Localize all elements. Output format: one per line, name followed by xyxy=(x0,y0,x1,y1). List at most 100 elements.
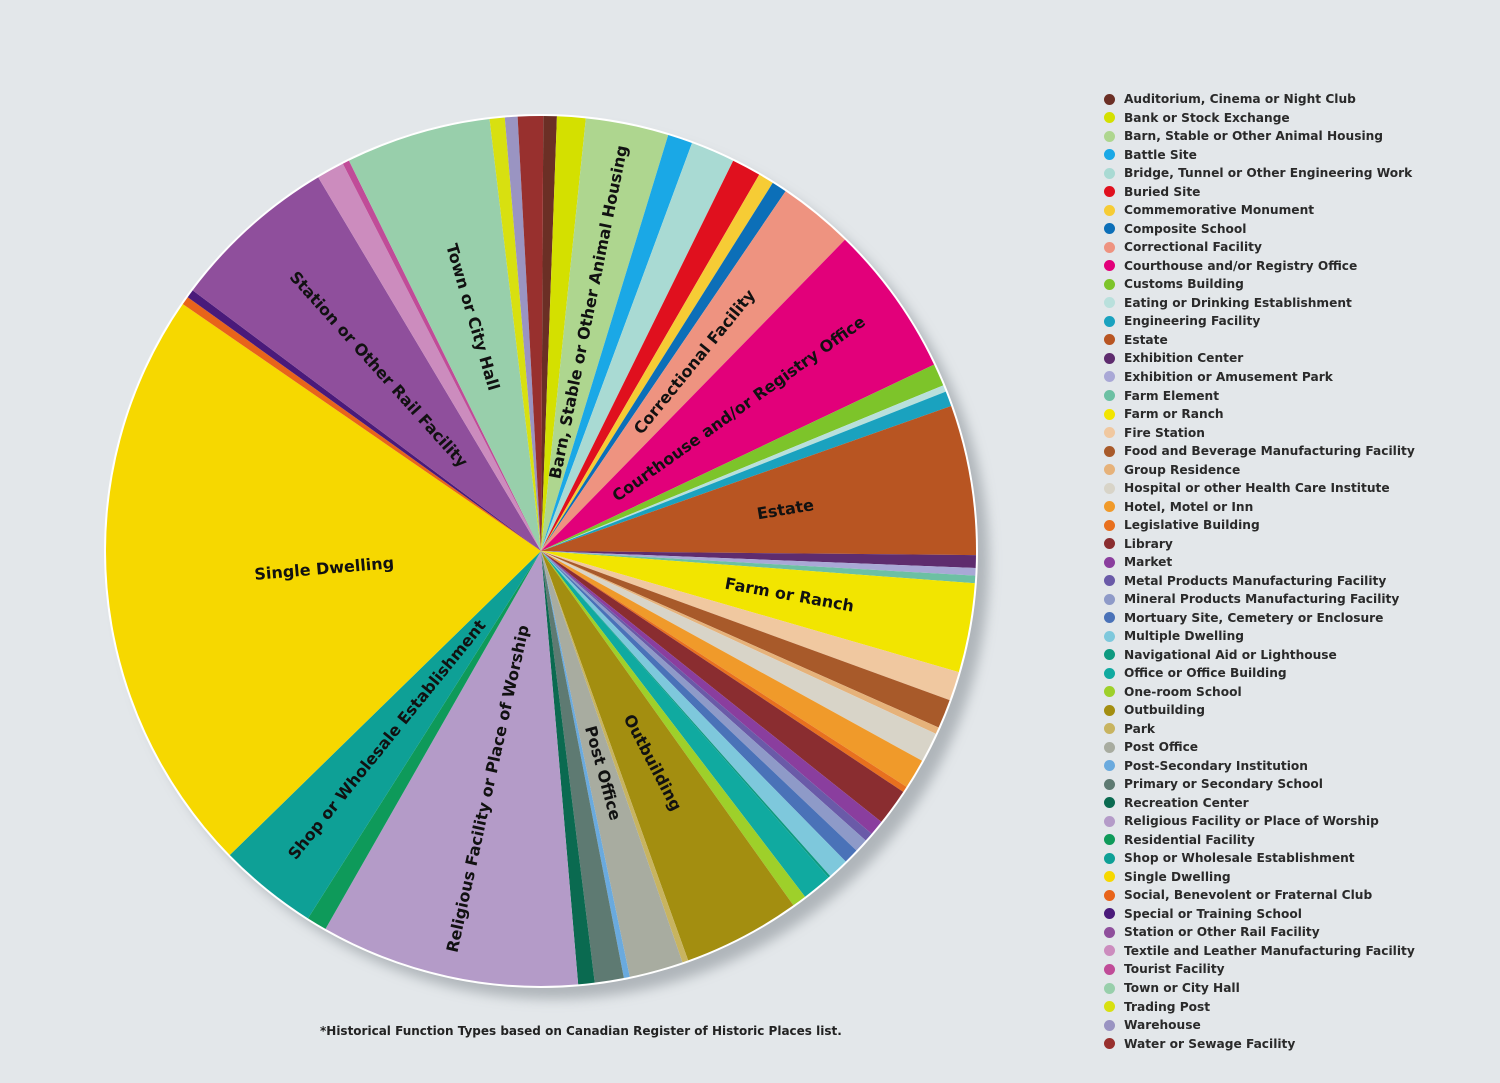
legend-label: Warehouse xyxy=(1124,1018,1201,1033)
legend-swatch xyxy=(1104,982,1115,994)
pie-slice-navigational-aid-or-lighthouse xyxy=(541,551,831,878)
legend-label: Barn, Stable or Other Animal Housing xyxy=(1124,129,1384,144)
legend-swatch xyxy=(1104,612,1115,624)
pie-slice-engineering-facility xyxy=(541,391,952,551)
legend-swatch xyxy=(1104,186,1115,198)
legend-item: Courthouse and/or Registry Office xyxy=(1104,257,1415,276)
legend-item: Library xyxy=(1104,534,1415,553)
pie-slice-park xyxy=(541,551,689,963)
pie-slice-social-benevolent-or-fraternal-club xyxy=(182,297,541,551)
legend-label: Textile and Leather Manufacturing Facili… xyxy=(1124,943,1415,958)
pie-slice-hospital-or-other-health-care-institute xyxy=(541,551,936,761)
legend-swatch xyxy=(1104,278,1115,290)
legend-item: Post-Secondary Institution xyxy=(1104,757,1415,776)
legend-swatch xyxy=(1104,760,1115,772)
legend-label: Navigational Aid or Lighthouse xyxy=(1124,647,1337,662)
legend-item: Correctional Facility xyxy=(1104,238,1415,257)
legend-label: Town or City Hall xyxy=(1124,981,1240,995)
legend-label: Composite School xyxy=(1124,221,1247,236)
legend-label: Bank or Stock Exchange xyxy=(1124,110,1290,125)
legend-swatch xyxy=(1104,834,1115,846)
legend-label: Single Dwelling xyxy=(1124,869,1231,884)
legend-label: Engineering Facility xyxy=(1124,314,1261,329)
legend-swatch xyxy=(1104,593,1115,605)
legend-label: Eating or Drinking Establishment xyxy=(1124,295,1352,310)
legend-item: Park xyxy=(1104,720,1415,739)
pie-slice-customs-building xyxy=(541,364,944,551)
legend-swatch xyxy=(1104,204,1115,216)
legend-swatch xyxy=(1104,427,1115,439)
legend-swatch xyxy=(1104,871,1115,883)
legend-item: Primary or Secondary School xyxy=(1104,775,1415,794)
legend-swatch xyxy=(1104,112,1115,124)
legend-swatch xyxy=(1104,371,1115,383)
legend-item: Multiple Dwelling xyxy=(1104,627,1415,646)
pie-slice-market xyxy=(541,551,882,834)
pie-slice-outbuilding xyxy=(541,551,794,961)
legend-swatch xyxy=(1104,741,1115,753)
legend-item: Social, Benevolent or Fraternal Club xyxy=(1104,886,1415,905)
legend-swatch xyxy=(1104,556,1115,568)
pie-slice-farm-or-ranch xyxy=(541,551,975,673)
pie-slice-composite-school xyxy=(541,182,786,551)
legend-item: Bank or Stock Exchange xyxy=(1104,109,1415,128)
legend-item: Buried Site xyxy=(1104,183,1415,202)
legend-swatch xyxy=(1104,538,1115,550)
legend-swatch xyxy=(1104,778,1115,790)
legend-label: Food and Beverage Manufacturing Facility xyxy=(1124,444,1415,459)
legend-item: Battle Site xyxy=(1104,146,1415,165)
legend-swatch xyxy=(1104,630,1115,642)
pie-slice-single-dwelling xyxy=(105,304,541,855)
pie-slice-food-and-beverage-manufacturing-facility xyxy=(541,551,950,728)
pie-slice-recreation-center xyxy=(541,551,595,985)
legend-label: Social, Benevolent or Fraternal Club xyxy=(1124,888,1373,903)
legend-swatch xyxy=(1104,149,1115,161)
pie-slice-one-room-school xyxy=(541,551,806,906)
legend-label: Water or Sewage Facility xyxy=(1124,1036,1296,1051)
legend-swatch xyxy=(1104,1019,1115,1031)
legend-swatch xyxy=(1104,1038,1115,1050)
legend-item: Water or Sewage Facility xyxy=(1104,1034,1415,1053)
legend-swatch xyxy=(1104,815,1115,827)
legend-item: Auditorium, Cinema or Night Club xyxy=(1104,90,1415,109)
legend-item: Estate xyxy=(1104,331,1415,350)
legend-label: Religious Facility or Place of Worship xyxy=(1124,814,1379,829)
legend-item: Barn, Stable or Other Animal Housing xyxy=(1104,127,1415,146)
legend-label: Correctional Facility xyxy=(1124,240,1262,255)
legend-item: Office or Office Building xyxy=(1104,664,1415,683)
pie-slice-residential-facility xyxy=(307,551,541,929)
pie-slice-metal-products-manufacturing-facility xyxy=(541,551,872,841)
legend-item: Composite School xyxy=(1104,220,1415,239)
legend-swatch xyxy=(1104,390,1115,401)
legend-item: Eating or Drinking Establishment xyxy=(1104,294,1415,313)
pie-slice-auditorium-cinema-or-night-club xyxy=(541,116,557,551)
legend-swatch xyxy=(1104,241,1115,253)
legend-item: Outbuilding xyxy=(1104,701,1415,720)
legend-item: Metal Products Manufacturing Facility xyxy=(1104,571,1415,590)
legend-item: Customs Building xyxy=(1104,275,1415,294)
legend-item: Trading Post xyxy=(1104,997,1415,1016)
legend-item: Shop or Wholesale Establishment xyxy=(1104,849,1415,868)
legend-item: Station or Other Rail Facility xyxy=(1104,923,1415,942)
legend-item: Group Residence xyxy=(1104,460,1415,479)
pie-slice-exhibition-center xyxy=(541,551,976,568)
pie-slice-mortuary-site-cemetery-or-enclosure xyxy=(541,551,857,862)
legend-item: Market xyxy=(1104,553,1415,572)
legend-item: Farm or Ranch xyxy=(1104,405,1415,424)
legend-item: Navigational Aid or Lighthouse xyxy=(1104,645,1415,664)
pie-slice-correctional-facility xyxy=(541,191,845,551)
legend-swatch xyxy=(1104,93,1115,105)
legend-swatch xyxy=(1104,575,1115,587)
legend-swatch xyxy=(1104,334,1115,346)
pie-slice-battle-site xyxy=(541,135,693,551)
legend-label: Metal Products Manufacturing Facility xyxy=(1124,573,1387,588)
legend-swatch xyxy=(1104,889,1115,901)
legend-label: One-room School xyxy=(1124,684,1242,699)
pie-slice-eating-or-drinking-establishment xyxy=(541,385,946,551)
legend-label: Exhibition Center xyxy=(1124,351,1244,366)
legend-swatch xyxy=(1104,223,1115,235)
legend-swatch xyxy=(1104,352,1115,364)
pie-slice-buried-site xyxy=(541,160,760,551)
pie-slice-bank-or-stock-exchange xyxy=(541,116,586,551)
legend-item: Exhibition Center xyxy=(1104,349,1415,368)
